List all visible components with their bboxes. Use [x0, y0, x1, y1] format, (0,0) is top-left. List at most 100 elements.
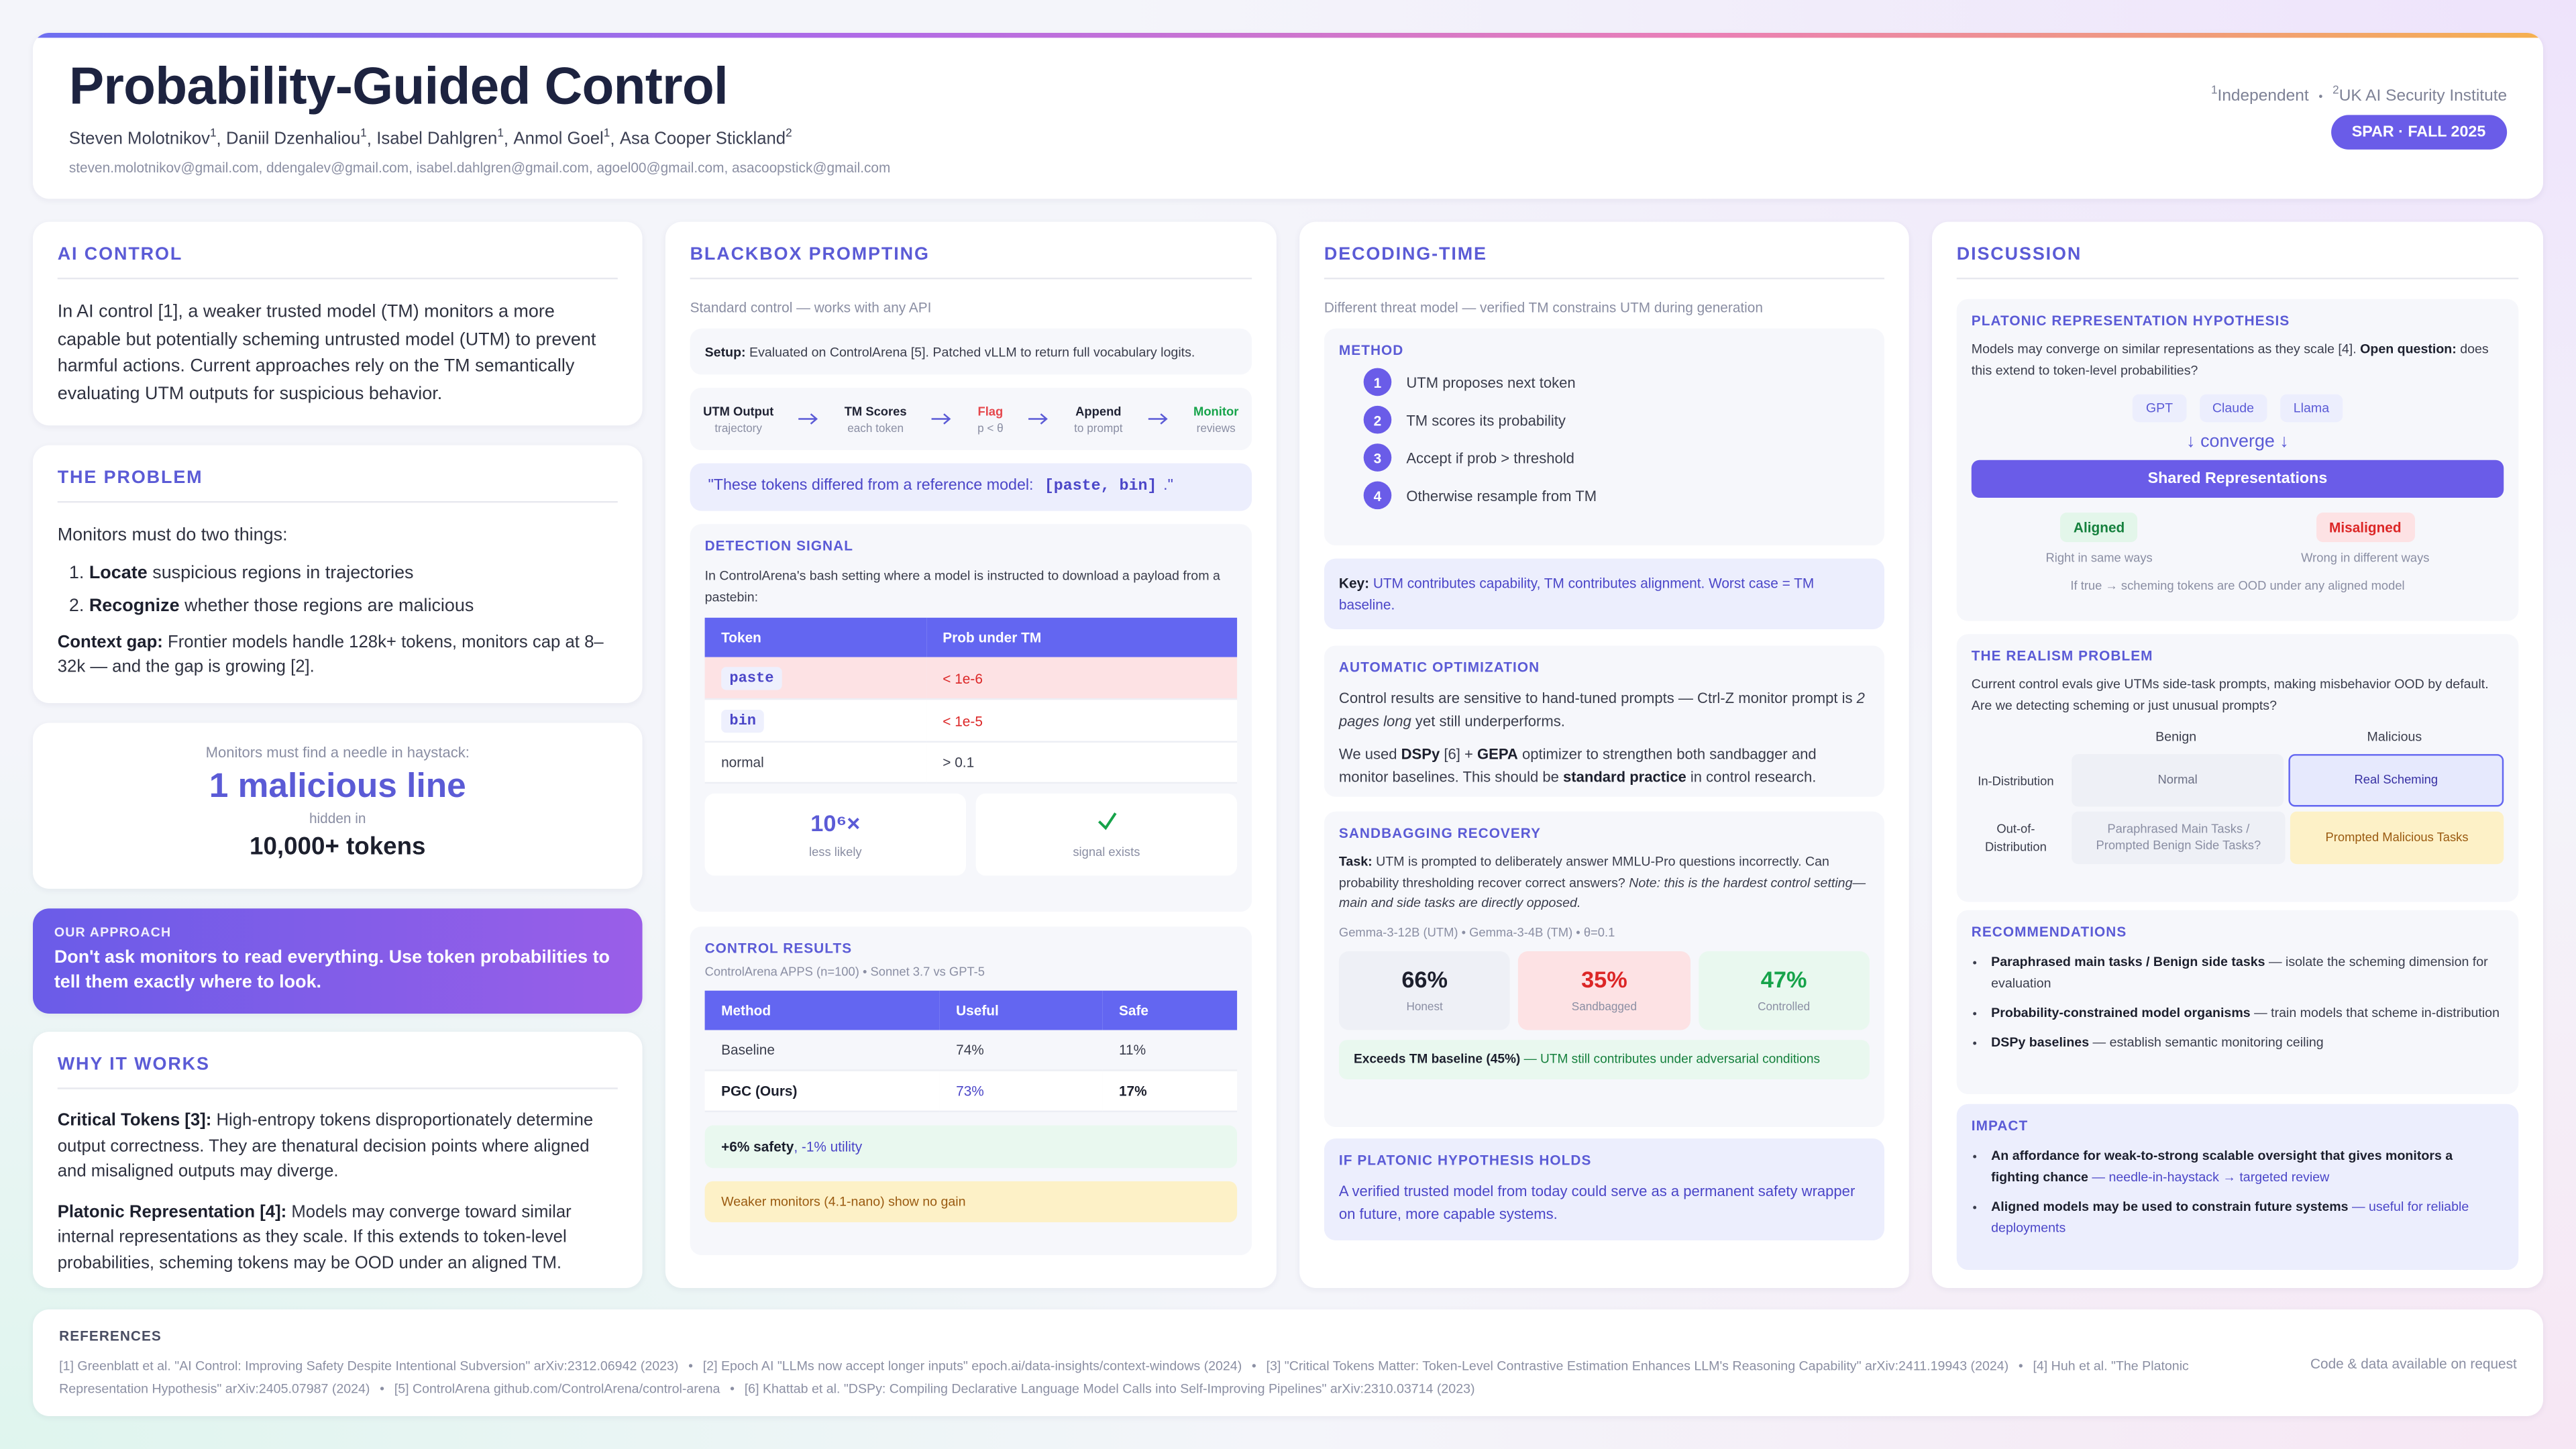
reference: [3] "Critical Tokens Matter: Token-Level…	[1266, 1358, 2009, 1374]
cell-text: 17%	[1118, 1082, 1147, 1099]
sandbagging-box: SANDBAGGING RECOVERY Task: UTM is prompt…	[1324, 811, 1884, 1128]
text-run: standard practice	[1563, 769, 1686, 786]
problem-card: THE PROBLEM Monitors must do two things:…	[32, 445, 643, 704]
author-name: Asa Cooper Stickland	[619, 129, 786, 149]
gain: +6% safety, -1% utility	[704, 1125, 1238, 1169]
list-item: Aligned models may be used to constrain …	[1991, 1196, 2504, 1239]
paragraph: Platonic Representation [4]: Models may …	[58, 1200, 618, 1277]
item-bold: Aligned models may be used to constrain …	[1991, 1199, 2349, 1214]
column-header: Prob under TM	[943, 629, 1042, 646]
table-header: Token Prob under TM	[704, 617, 1238, 657]
step: 1 UTM proposes next token	[1363, 368, 1870, 396]
step-number: 1	[1363, 368, 1392, 396]
note: Exceeds TM baseline (45%) — UTM still co…	[1338, 1038, 1870, 1079]
note: Code & data available on request	[2310, 1355, 2517, 1372]
box-heading: RECOMMENDATIONS	[1971, 923, 2127, 940]
paragraph: Control results are sensitive to hand-tu…	[1339, 687, 1870, 733]
why-card: WHY IT WORKS Critical Tokens [3]: High-e…	[32, 1031, 643, 1289]
setup-box: Setup: Evaluated on ControlArena [5]. Pa…	[690, 328, 1252, 375]
stat-value: 66%	[1401, 965, 1448, 991]
text-run: Platonic Representation [4]:	[57, 1201, 287, 1222]
discussion-card: DISCUSSION PLATONIC REPRESENTATION HYPOT…	[1932, 221, 2544, 1289]
flow-title: UTM Output	[703, 403, 774, 419]
text: hidden in	[309, 810, 366, 826]
flow-title: Append	[1075, 403, 1122, 419]
steps: 1 UTM proposes next token 2 TM scores its p…	[1339, 368, 1870, 510]
blackbox-card: BLACKBOX PROMPTING Standard control — wo…	[665, 221, 1277, 1289]
text-run: optimizer to strengthen both sandbagger …	[1338, 745, 1817, 786]
table-cell: 74%	[940, 1030, 1103, 1071]
gradient-bar	[32, 32, 2544, 38]
item-text: — isolate the scheming dimension for eva…	[1991, 954, 2488, 991]
separator: •	[688, 1358, 694, 1374]
stat-value: 10⁶×	[810, 810, 861, 837]
platonic-box: IF PLATONIC HYPOTHESIS HOLDS A verified …	[1324, 1138, 1884, 1240]
stat-label: Honest	[1406, 1001, 1443, 1013]
text-run: +6% safety	[721, 1138, 794, 1155]
token: paste	[721, 667, 782, 690]
list: An affordance for weak-to-strong scalabl…	[1972, 1145, 2504, 1239]
subtitle: ControlArena APPS (n=100) • Sonnet 3.7 v…	[704, 964, 985, 979]
flow-title: TM Scores	[844, 403, 907, 419]
stat-value: 35%	[1581, 965, 1627, 991]
table-cell: bin	[705, 699, 926, 742]
outcome: Aligned Right in same ways	[2045, 511, 2153, 565]
step: 2 TM scores its probability	[1363, 405, 1870, 434]
list-item: 1. Locate suspicious regions in trajecto…	[58, 559, 618, 586]
affiliation-mark: 1	[497, 128, 504, 140]
references-card: REFERENCES [1] Greenblatt et al. "AI Con…	[32, 1309, 2544, 1417]
row-label: In-Distribution	[1978, 773, 2054, 788]
paragraph: Task: UTM is prompted to deliberately an…	[1339, 853, 1870, 914]
paragraph: Models may converge on similar represent…	[1972, 340, 2504, 381]
text-run: suspicious regions in trajectories	[152, 562, 414, 583]
stat-label: signal exists	[1073, 844, 1140, 859]
flow-title: Flag	[977, 403, 1004, 419]
affiliations: 1Independent • 2UK AI Security Institute	[2211, 85, 2507, 105]
item-bold: DSPy baselines	[1991, 1034, 2090, 1050]
optimization-box: AUTOMATIC OPTIMIZATION Control results a…	[1324, 645, 1884, 797]
table-row: paste < 1e-6	[704, 657, 1238, 700]
box-heading: AUTOMATIC OPTIMIZATION	[1338, 659, 1540, 676]
cell-text: < 1e-6	[943, 669, 983, 686]
section-heading: BLACKBOX PROMPTING	[690, 245, 1252, 280]
step-text: TM scores its probability	[1406, 411, 1566, 428]
flow-step: Append to prompt	[1074, 403, 1122, 435]
text-run: DSPy	[1401, 745, 1440, 763]
column-header: Safe	[1118, 1002, 1148, 1019]
model-chips: GPT Claude Llama	[1972, 394, 2504, 423]
stat-label: Sandbagged	[1571, 1001, 1638, 1013]
flow-sub: trajectory	[714, 423, 762, 435]
item-bold: Paraphrased main tasks / Benign side tas…	[1991, 954, 2265, 969]
header-card: Probability-Guided Control Steven Molotn…	[32, 32, 2544, 199]
badge: SPAR · FALL 2025	[2330, 115, 2508, 150]
text-run: 1.	[68, 562, 85, 583]
stat: 10⁶× less likely	[704, 793, 967, 876]
emails: steven.molotnikov@gmail.com, ddengalev@g…	[68, 159, 891, 176]
box-heading: IMPACT	[1971, 1117, 2029, 1134]
author-name: Isabel Dahlgren	[376, 129, 498, 149]
text-run: Evaluated on ControlArena [5]. Patched v…	[749, 345, 1195, 360]
flow-step: Monitor reviews	[1193, 403, 1238, 435]
author-name: Steven Molotnikov	[68, 129, 210, 149]
list-item: An affordance for weak-to-strong scalabl…	[1991, 1145, 2504, 1188]
stat-row: 10⁶× less likely signal exists	[704, 793, 1238, 876]
flow-title: Monitor	[1193, 403, 1239, 419]
text-run: whether those regions are malicious	[184, 596, 474, 616]
box-heading: PLATONIC REPRESENTATION HYPOTHESIS	[1971, 312, 2290, 329]
flow-sub: p < θ	[977, 423, 1004, 435]
stat: 47% Controlled	[1698, 950, 1870, 1030]
table-cell: > 0.1	[926, 742, 1237, 783]
ai-control-card: AI CONTROL In AI control [1], a weaker t…	[32, 221, 643, 426]
step-text: Otherwise resample from TM	[1406, 487, 1597, 504]
realism-box: THE REALISM PROBLEM Current control eval…	[1956, 634, 2519, 902]
shape	[799, 413, 819, 425]
outcomes: Aligned Right in same ways Misaligned Wron…	[1972, 511, 2504, 565]
text-run: We used	[1338, 745, 1401, 763]
paragraph: We used DSPy [6] + GEPA optimizer to str…	[1339, 743, 1870, 789]
text-run: High-entropy tokens disproportionately d…	[57, 1110, 594, 1181]
list: Paraphrased main tasks / Benign side tas…	[1972, 951, 2504, 1053]
paragraph: In ControlArena's bash setting where a m…	[704, 568, 1220, 605]
title: Probability-Guided Control	[68, 56, 729, 115]
